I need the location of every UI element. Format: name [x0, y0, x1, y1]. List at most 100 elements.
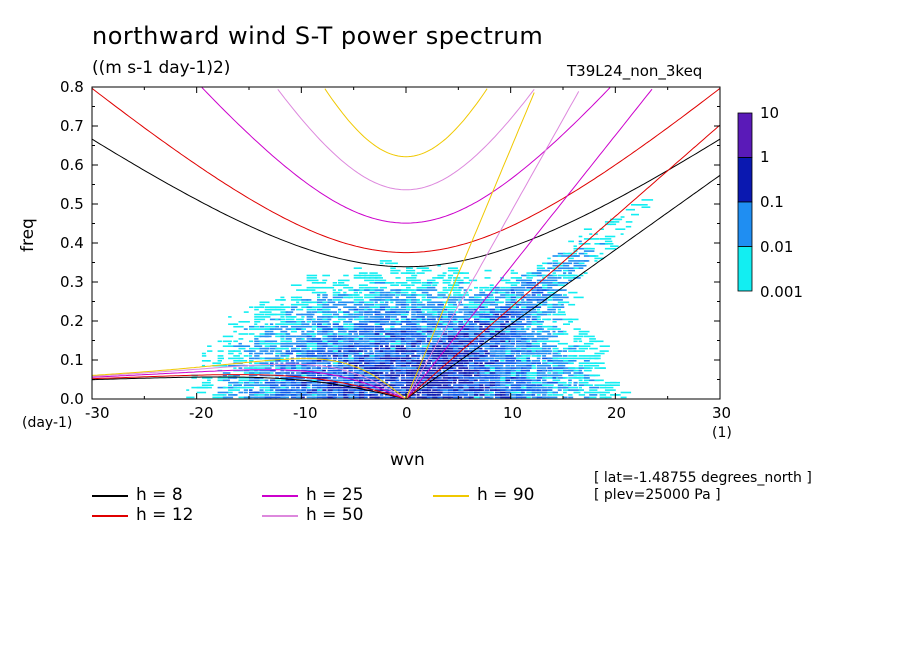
spectrum-cell	[458, 386, 464, 389]
spectrum-cell	[243, 384, 253, 386]
kelvin-curve	[405, 92, 535, 400]
legend-label: h = 50	[306, 505, 364, 525]
spectrum-cell	[536, 321, 544, 323]
spectrum-cell	[463, 355, 472, 357]
spectrum-cell	[547, 284, 558, 286]
spectrum-cell	[437, 345, 442, 347]
spectrum-cell	[358, 362, 363, 364]
spectrum-cell	[495, 355, 503, 357]
spectrum-cell	[447, 274, 454, 277]
spectrum-cell	[269, 369, 276, 372]
spectrum-cell	[416, 357, 420, 360]
spectrum-cell	[521, 394, 531, 396]
colorbar-label: 0.01	[760, 238, 794, 256]
spectrum-cell	[468, 362, 475, 364]
spectrum-cell	[338, 316, 349, 318]
spectrum-cell	[568, 279, 573, 282]
spectrum-cell	[578, 240, 582, 243]
spectrum-cell	[280, 379, 291, 382]
spectrum-cell	[500, 352, 505, 355]
spectrum-cell	[563, 269, 569, 272]
spectrum-cell	[489, 355, 499, 357]
spectrum-cell	[275, 350, 283, 352]
spectrum-cell	[468, 308, 478, 311]
spectrum-cell	[515, 335, 521, 338]
spectrum-cell	[327, 301, 336, 304]
spectrum-cell	[583, 250, 595, 252]
spectrum-cell	[364, 340, 369, 343]
spectrum-cell	[317, 396, 327, 399]
spectrum-cell	[395, 389, 402, 391]
spectrum-cell	[228, 391, 233, 394]
spectrum-cell	[505, 340, 509, 343]
spectrum-cell	[453, 328, 460, 330]
spectrum-cell	[421, 269, 432, 272]
spectrum-cell	[432, 389, 441, 391]
spectrum-cell	[510, 367, 521, 369]
spectrum-cell	[426, 384, 437, 386]
spectrum-cell	[285, 389, 293, 391]
spectrum-cell	[437, 321, 445, 323]
spectrum-cell	[536, 299, 547, 301]
spectrum-cell	[322, 369, 326, 372]
spectrum-cell	[228, 323, 236, 325]
spectrum-cell	[353, 360, 364, 362]
spectrum-cell	[474, 369, 481, 372]
spectrum-cell	[505, 389, 514, 391]
spectrum-cell	[521, 335, 527, 338]
spectrum-cell	[285, 355, 290, 357]
spectrum-cell	[521, 372, 525, 374]
spectrum-cell	[390, 299, 399, 301]
spectrum-cell	[568, 240, 574, 243]
spectrum-cell	[348, 350, 355, 352]
spectrum-cell	[317, 291, 327, 294]
spectrum-cell	[317, 360, 322, 362]
spectrum-cell	[521, 345, 529, 347]
spectrum-cell	[583, 369, 592, 372]
spectrum-cell	[332, 299, 340, 301]
spectrum-cell	[583, 360, 590, 362]
spectrum-cell	[495, 379, 501, 382]
spectrum-cell	[322, 342, 329, 345]
spectrum-cell	[495, 374, 502, 377]
spectrum-cell	[536, 374, 548, 377]
spectrum-cell	[322, 308, 331, 311]
spectrum-cell	[301, 362, 308, 364]
spectrum-cell	[317, 294, 321, 296]
spectrum-cell	[358, 286, 364, 289]
spectrum-cell	[526, 384, 537, 386]
spectrum-cell	[552, 255, 563, 257]
spectrum-cell	[521, 396, 527, 399]
spectrum-cell	[563, 294, 567, 296]
spectrum-cell	[479, 306, 488, 308]
spectrum-cell	[479, 391, 489, 394]
spectrum-cell	[353, 303, 363, 306]
spectrum-cell	[500, 321, 504, 323]
spectrum-cell	[458, 362, 463, 364]
spectrum-cell	[416, 347, 424, 350]
spectrum-cell	[552, 330, 556, 333]
spectrum-cell	[447, 352, 459, 355]
spectrum-cell	[259, 347, 270, 350]
spectrum-cell	[426, 396, 438, 399]
spectrum-cell	[322, 313, 328, 316]
spectrum-cell	[442, 360, 451, 362]
spectrum-cell	[432, 333, 439, 335]
spectrum-cell	[426, 330, 437, 333]
spectrum-cell	[568, 389, 574, 391]
spectrum-cell	[411, 291, 417, 294]
spectrum-cell	[280, 391, 291, 394]
y-axis-unit: (day-1)	[22, 415, 73, 431]
spectrum-cell	[317, 347, 326, 350]
spectrum-cell	[495, 338, 504, 340]
spectrum-cell	[400, 377, 406, 379]
spectrum-cell	[510, 311, 515, 313]
spectrum-cell	[353, 335, 364, 338]
spectrum-cell	[463, 379, 473, 382]
spectrum-cell	[406, 303, 410, 306]
spectrum-cell	[526, 321, 535, 323]
spectrum-cell	[594, 357, 601, 360]
spectrum-cell	[578, 372, 584, 374]
spectrum-cell	[536, 308, 541, 311]
spectrum-cell	[379, 262, 384, 265]
